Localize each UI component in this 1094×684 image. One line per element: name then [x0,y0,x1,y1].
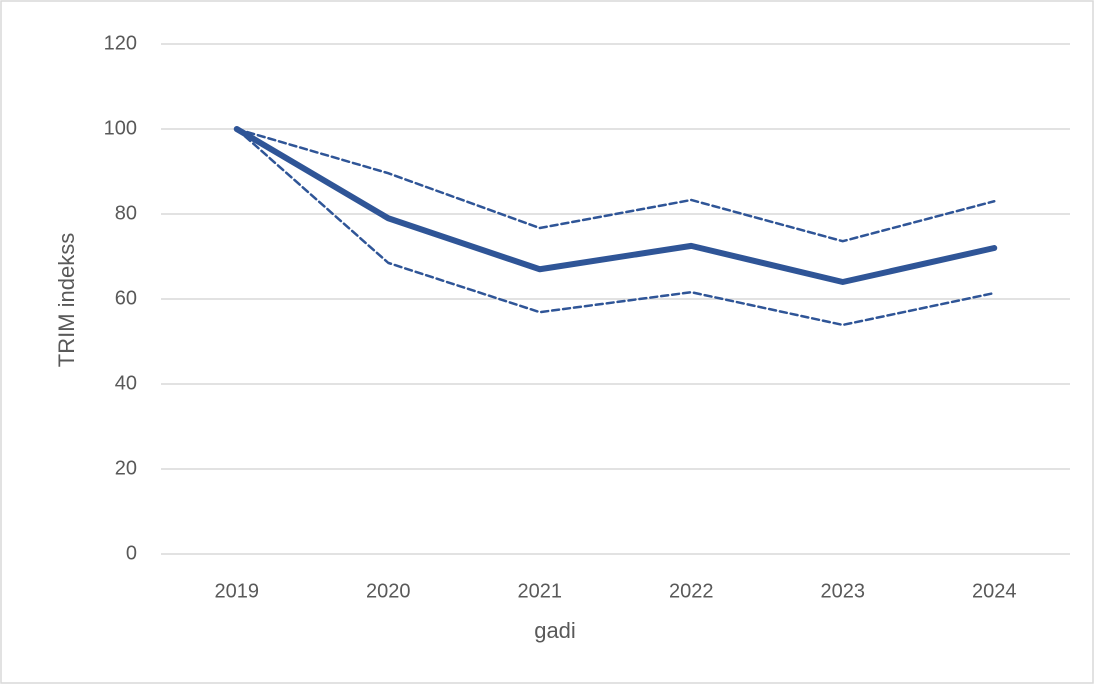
series-line [233,126,998,285]
x-tick-label: 2021 [518,580,563,602]
x-tick-label: 2024 [972,580,1017,602]
x-tick-label: 2019 [215,580,260,602]
y-tick-label: 40 [115,372,137,394]
y-tick-label: 120 [104,32,137,54]
x-tick-label: 2020 [366,580,411,602]
y-tick-label: 20 [115,457,137,479]
band-line [235,127,996,243]
y-tick-label: 80 [115,202,137,224]
x-tick-label: 2022 [669,580,714,602]
y-tick-label: 100 [104,117,137,139]
y-axis-label: TRIM indekss [54,233,79,367]
y-tick-label: 60 [115,287,137,309]
y-tick-label: 0 [126,542,137,564]
x-tick-label: 2023 [821,580,866,602]
x-axis-label: gadi [534,618,576,643]
band-line [235,127,996,327]
